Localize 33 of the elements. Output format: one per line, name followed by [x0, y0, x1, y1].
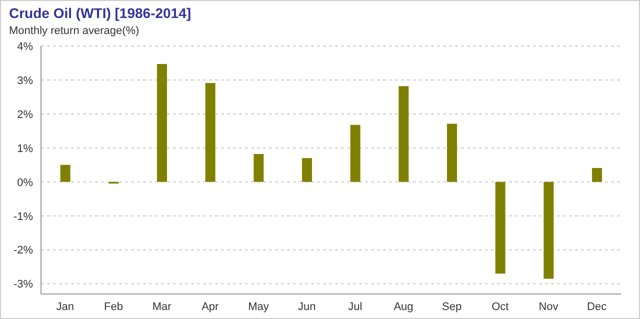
bar — [254, 154, 264, 182]
x-tick-label: Nov — [538, 300, 559, 313]
x-tick-label: Aug — [394, 300, 414, 313]
x-tick-label: Jul — [348, 300, 362, 313]
bar — [60, 164, 70, 182]
bar — [447, 124, 457, 182]
x-tick-label: Jun — [298, 300, 316, 313]
bar — [350, 124, 360, 182]
bar — [302, 158, 312, 182]
bar — [205, 83, 216, 182]
x-tick-label: Jan — [56, 300, 74, 313]
bar — [495, 182, 506, 274]
x-tick-label: Mar — [152, 300, 172, 313]
x-tick-label: Feb — [104, 300, 123, 313]
y-tick-label: -3% — [13, 278, 34, 291]
bar — [544, 182, 554, 279]
y-tick-label: 0% — [17, 176, 34, 189]
bar — [592, 168, 602, 182]
x-tick-label: Oct — [492, 300, 509, 313]
x-tick-label: May — [248, 300, 270, 313]
y-tick-label: 1% — [17, 142, 34, 155]
x-tick-label: Apr — [202, 300, 220, 313]
bar — [157, 64, 167, 182]
y-tick-label: -2% — [13, 244, 34, 257]
y-tick-label: -1% — [13, 210, 34, 223]
y-tick-label: 4% — [17, 40, 34, 53]
y-tick-label: 3% — [17, 74, 34, 87]
bar — [398, 86, 409, 182]
y-axis-title: Monthly return average(%) — [9, 25, 140, 37]
y-tick-label: 2% — [17, 108, 34, 121]
x-tick-label: Dec — [587, 300, 608, 313]
chart-title: Crude Oil (WTI) [1986-2014] — [9, 5, 192, 21]
x-tick-label: Sep — [442, 300, 462, 313]
